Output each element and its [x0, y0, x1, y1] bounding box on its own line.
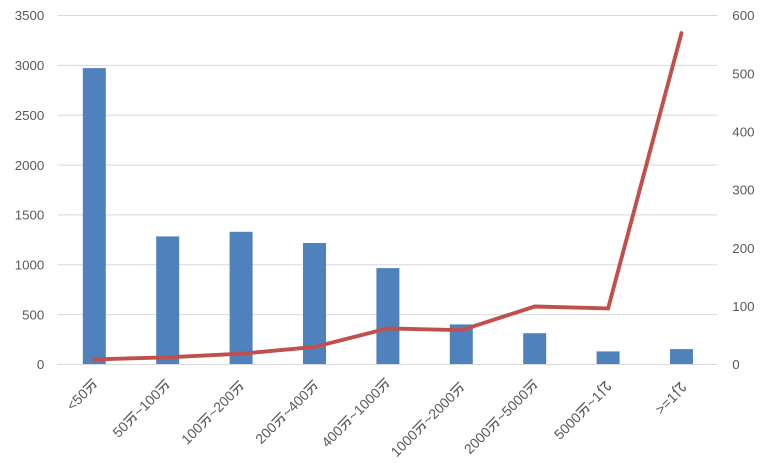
- svg-text:400: 400: [732, 125, 754, 140]
- svg-text:~5000: ~5000: [493, 386, 532, 425]
- svg-text:0: 0: [732, 357, 739, 372]
- svg-text:3500: 3500: [15, 8, 45, 23]
- svg-text:~2000: ~2000: [419, 389, 458, 428]
- svg-text:<50: <50: [63, 385, 91, 413]
- svg-text:>=1: >=1: [652, 389, 681, 418]
- svg-text:200: 200: [252, 419, 280, 447]
- svg-text:1000: 1000: [387, 426, 420, 459]
- svg-text:300: 300: [732, 183, 754, 198]
- svg-text:200: 200: [732, 241, 754, 256]
- svg-text:100: 100: [732, 299, 754, 314]
- svg-text:3000: 3000: [15, 58, 45, 73]
- svg-text:~400: ~400: [279, 387, 313, 421]
- svg-text:500: 500: [732, 66, 754, 81]
- svg-text:2500: 2500: [15, 108, 45, 123]
- svg-text:600: 600: [732, 8, 754, 23]
- svg-text:~1000: ~1000: [345, 385, 384, 424]
- svg-text:2000: 2000: [461, 424, 494, 457]
- svg-text:500: 500: [22, 307, 44, 322]
- svg-text:~200: ~200: [204, 387, 238, 421]
- svg-text:1000: 1000: [15, 257, 45, 272]
- svg-text:5000: 5000: [551, 409, 584, 442]
- svg-text:100: 100: [178, 419, 206, 447]
- svg-text:0: 0: [37, 357, 44, 372]
- svg-text:400: 400: [318, 422, 346, 450]
- svg-text:~100: ~100: [130, 386, 164, 420]
- svg-text:2000: 2000: [15, 158, 45, 173]
- svg-text:1500: 1500: [15, 208, 45, 223]
- svg-text:50: 50: [109, 418, 131, 440]
